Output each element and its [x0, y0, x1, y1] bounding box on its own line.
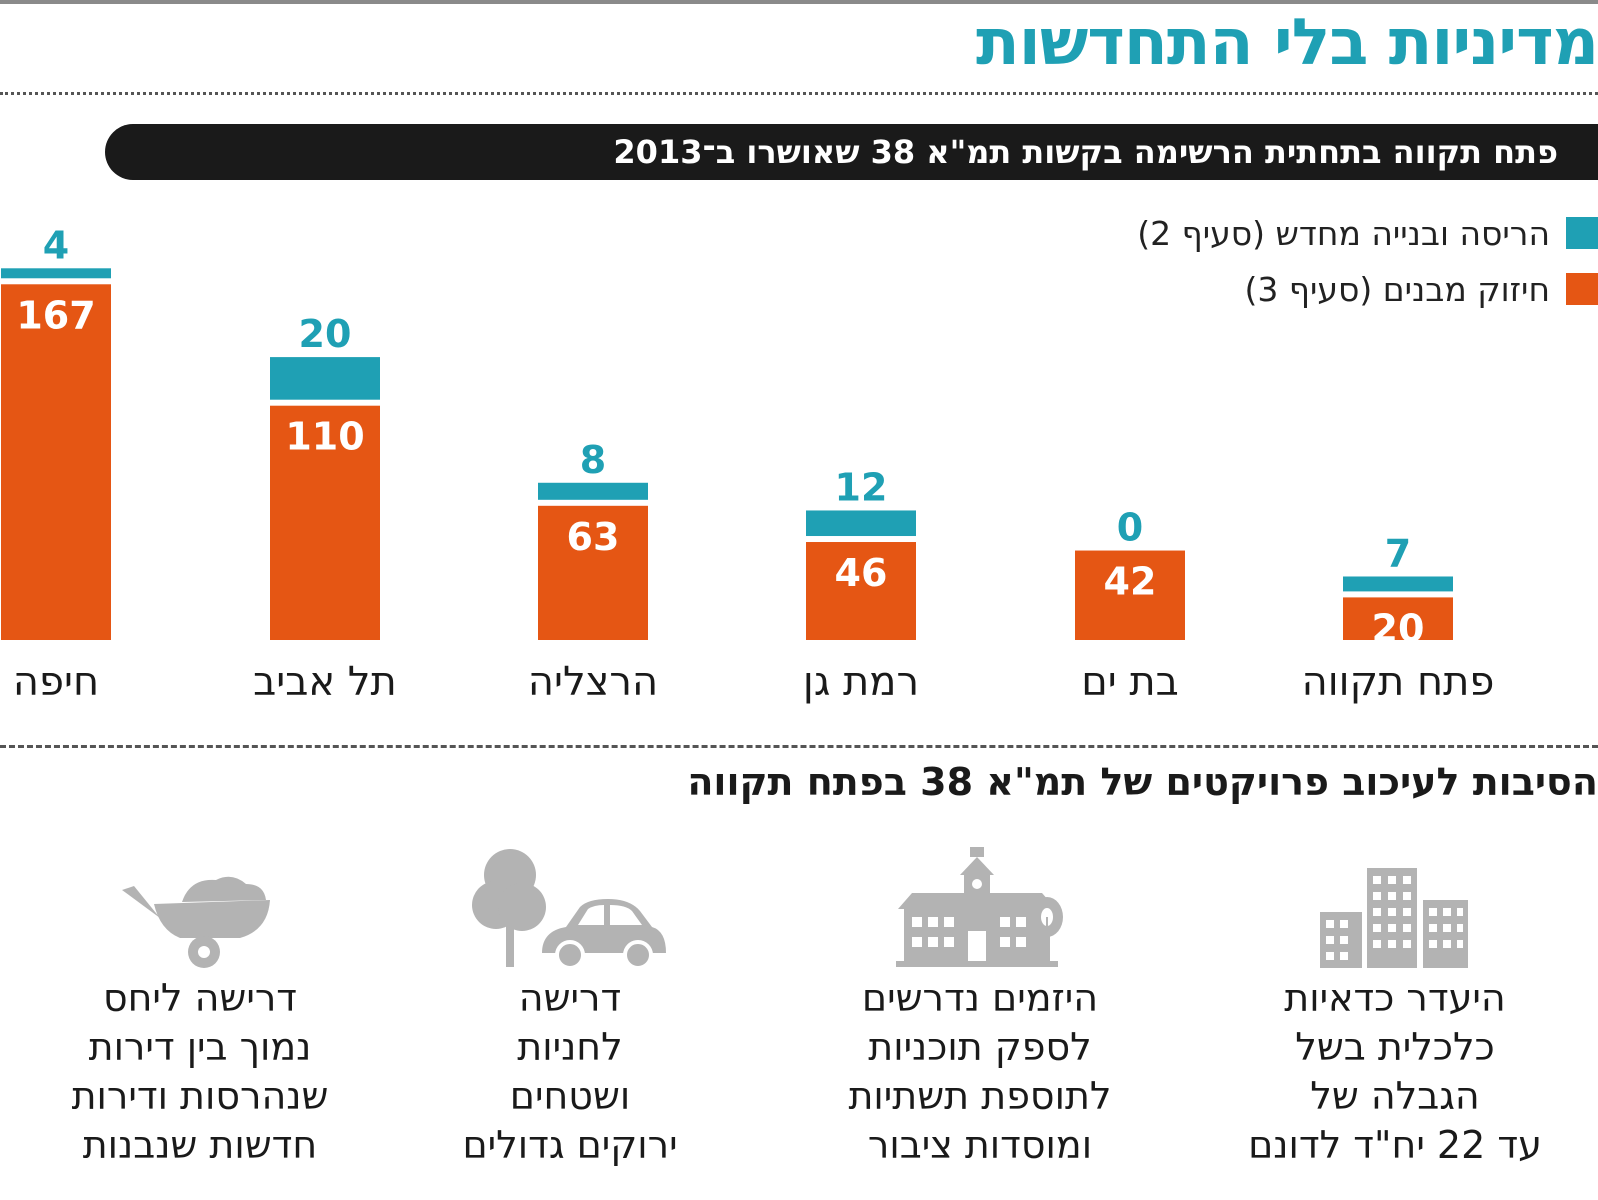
reason-item-infrastructure: היזמים נדרשים לספק תוכניות לתוספת תשתיות… — [800, 830, 1160, 1170]
legend-swatch-orange — [1566, 273, 1598, 305]
bar-value-reinforcement: 46 — [835, 551, 888, 595]
chart-legend: הריסה ובנייה מחדש (סעיף 2) חיזוק מבנים (… — [1137, 210, 1598, 322]
bar-value-demolition: 8 — [580, 438, 606, 482]
bar-reinforcement — [1075, 550, 1185, 640]
bar-demolition — [538, 482, 648, 500]
legend-label-demolition: הריסה ובנייה מחדש (סעיף 2) — [1137, 213, 1550, 253]
reason-item-economics: היעדר כדאיות כלכלית בשל הגבלה של עד 22 י… — [1215, 830, 1575, 1170]
bar-value-demolition: 7 — [1385, 531, 1411, 575]
bar-value-demolition: 12 — [835, 465, 888, 509]
bar-reinforcement — [1, 284, 111, 640]
category-label: בת ים — [1081, 659, 1179, 705]
bar-reinforcement — [270, 405, 380, 640]
reason-text: דרישה ליחס נמוך בין דירות שנהרסות ודירות… — [71, 976, 329, 1167]
bar-demolition — [806, 510, 916, 537]
bar-value-demolition: 20 — [299, 312, 352, 356]
school-building-icon — [890, 830, 1070, 970]
bar-value-reinforcement: 167 — [16, 293, 95, 337]
category-label: חיפה — [13, 659, 99, 705]
title-divider — [0, 92, 1598, 95]
category-label: פתח תקווה — [1302, 659, 1495, 705]
stacked-bar-chart: 167 4 חיפה 110 20 תל אביב 63 8 הרצליה 46 12 רמת גן 4… — [1, 223, 1495, 705]
legend-swatch-teal — [1566, 217, 1598, 249]
reason-item-apartment-ratio: דרישה ליחס נמוך בין דירות שנהרסות ודירות… — [20, 830, 380, 1170]
section-divider — [0, 745, 1598, 748]
bar-demolition — [1, 268, 111, 279]
bar-demolition — [270, 357, 380, 400]
tree-and-car-icon — [470, 830, 670, 970]
page-title: מדיניות בלי התחדשות — [976, 6, 1598, 80]
subtitle-banner: פתח תקווה בתחתית הרשימה בקשות תמ"א 38 שא… — [105, 124, 1598, 180]
reason-item-parking: דרישה לחניות ושטחים ירוקים גדולים — [390, 830, 750, 1170]
buildings-icon — [1315, 830, 1475, 970]
bar-value-reinforcement: 42 — [1104, 560, 1157, 604]
reason-text: היזמים נדרשים לספק תוכניות לתוספת תשתיות… — [848, 976, 1112, 1167]
bar-value-reinforcement: 110 — [285, 415, 364, 459]
bar-value-demolition: 0 — [1117, 506, 1143, 550]
category-label: רמת גן — [803, 659, 919, 705]
bar-reinforcement — [538, 505, 648, 640]
bar-reinforcement — [1343, 597, 1453, 640]
top-rule — [0, 0, 1598, 4]
legend-item-reinforcement: חיזוק מבנים (סעיף 3) — [1137, 266, 1598, 312]
chart-subtitle: פתח תקווה בתחתית הרשימה בקשות תמ"א 38 שא… — [613, 133, 1558, 171]
wheelbarrow-icon — [120, 830, 280, 970]
reasons-title: הסיבות לעיכוב פרויקטים של תמ"א 38 בפתח ת… — [687, 760, 1598, 804]
bar-reinforcement — [806, 542, 916, 640]
category-label: תל אביב — [253, 659, 397, 705]
reason-text: היעדר כדאיות כלכלית בשל הגבלה של עד 22 י… — [1248, 976, 1542, 1167]
reason-text: דרישה לחניות ושטחים ירוקים גדולים — [462, 976, 678, 1167]
category-label: הרצליה — [528, 659, 658, 705]
bar-value-reinforcement: 63 — [567, 515, 620, 559]
bar-value-reinforcement: 20 — [1372, 606, 1425, 650]
legend-label-reinforcement: חיזוק מבנים (סעיף 3) — [1244, 269, 1550, 309]
bar-demolition — [1343, 576, 1453, 592]
legend-item-demolition: הריסה ובנייה מחדש (סעיף 2) — [1137, 210, 1598, 256]
bar-value-demolition: 4 — [43, 223, 69, 267]
